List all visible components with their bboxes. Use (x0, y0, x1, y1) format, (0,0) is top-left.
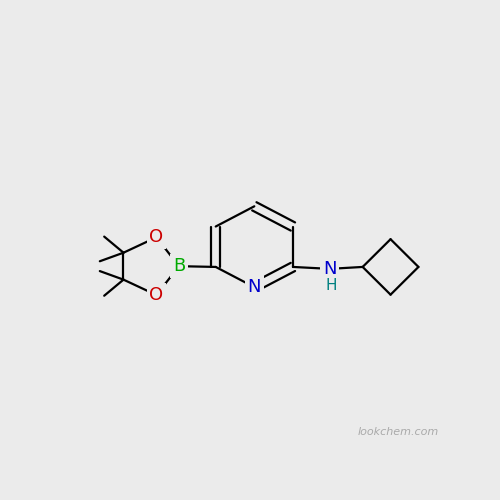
Text: O: O (150, 286, 164, 304)
Text: lookchem.com: lookchem.com (357, 428, 438, 438)
Text: O: O (150, 228, 164, 246)
Text: H: H (326, 278, 338, 292)
Text: N: N (248, 278, 261, 296)
Text: B: B (173, 257, 185, 275)
Text: N: N (323, 260, 336, 278)
